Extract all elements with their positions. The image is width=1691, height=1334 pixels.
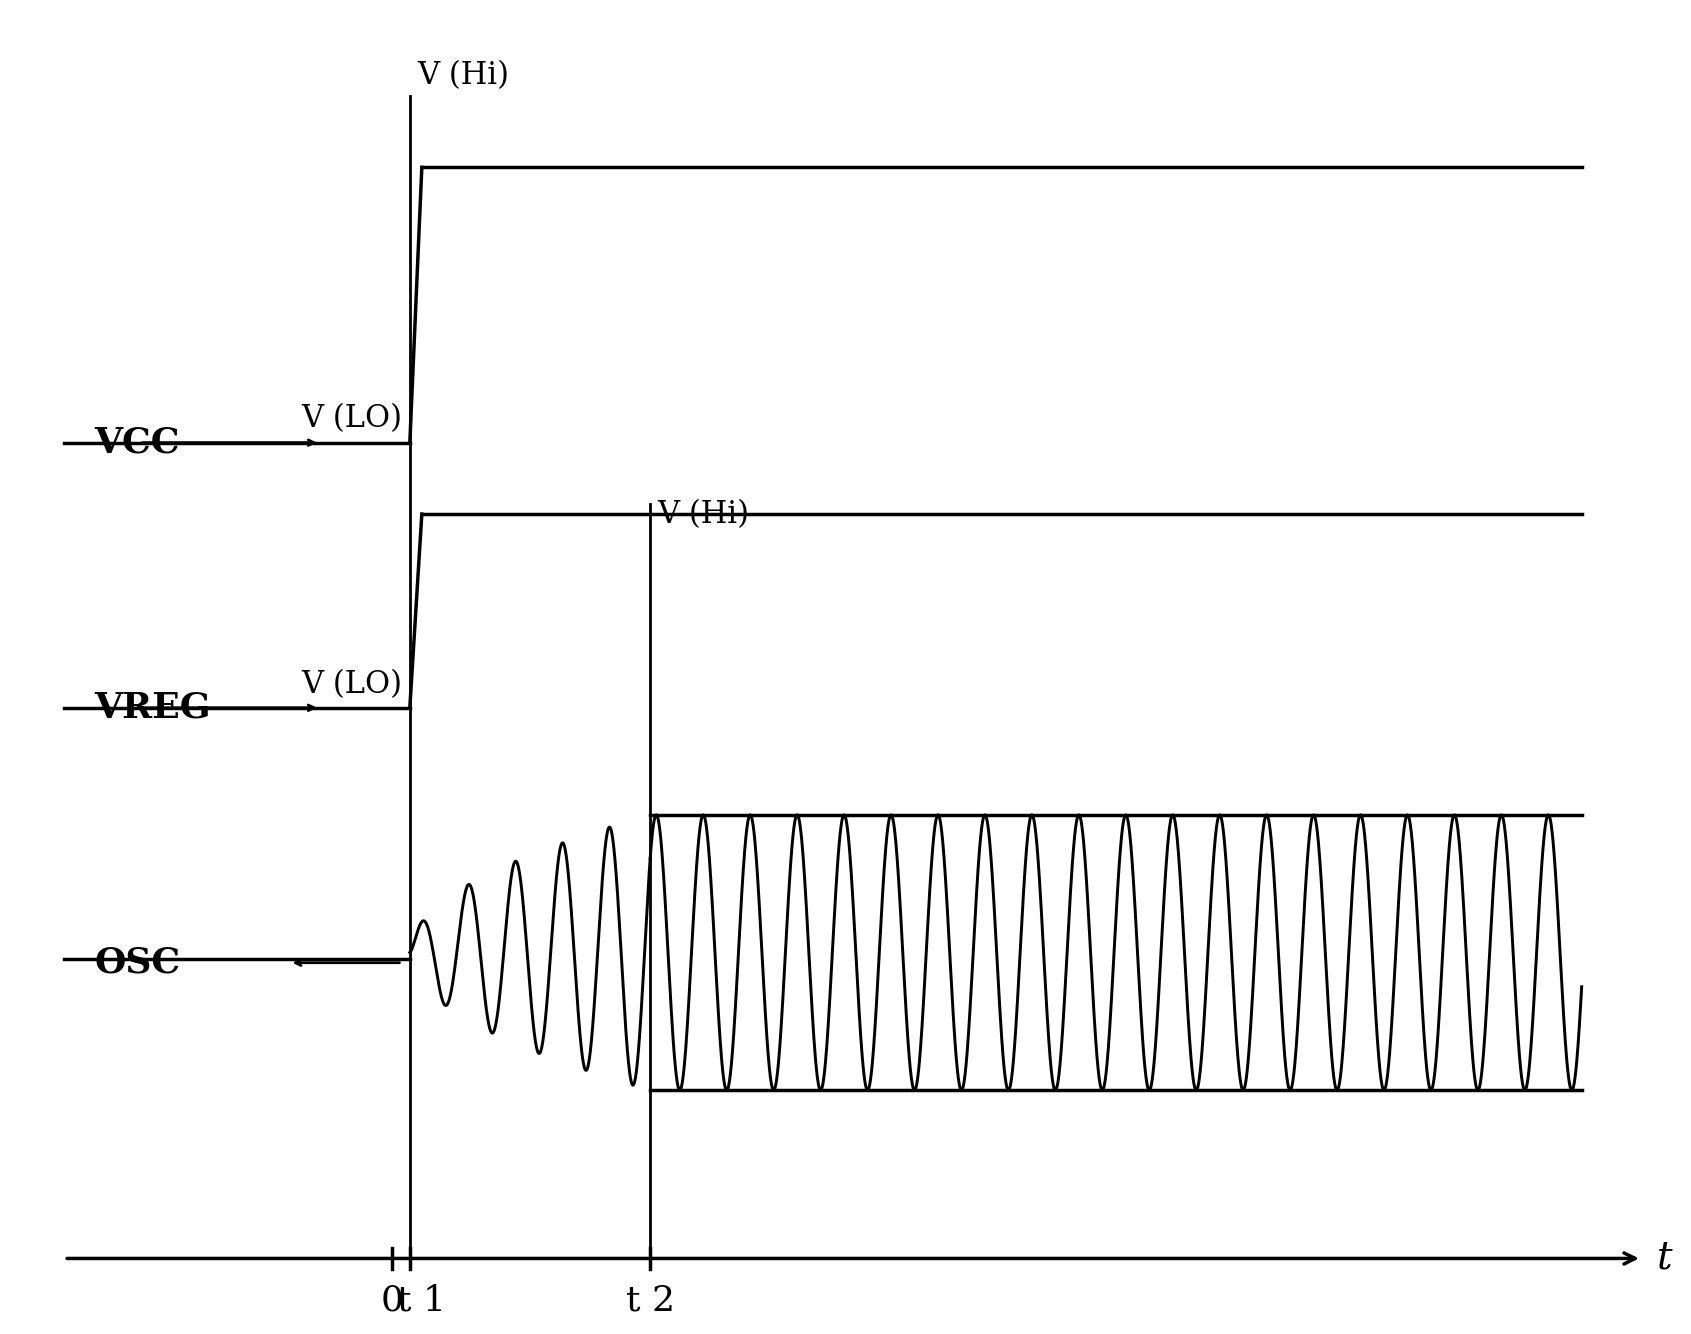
Text: V (Hi): V (Hi) [658,499,749,530]
Text: VCC: VCC [95,426,179,460]
Text: t 2: t 2 [626,1283,675,1318]
Text: VREG: VREG [95,691,211,724]
Text: t 1: t 1 [397,1283,446,1318]
Text: V (LO): V (LO) [301,668,402,699]
Text: t: t [1657,1239,1672,1277]
Text: V (Hi): V (Hi) [418,60,509,91]
Text: 0: 0 [380,1283,402,1318]
Text: V (LO): V (LO) [301,403,402,435]
Text: OSC: OSC [95,946,181,979]
